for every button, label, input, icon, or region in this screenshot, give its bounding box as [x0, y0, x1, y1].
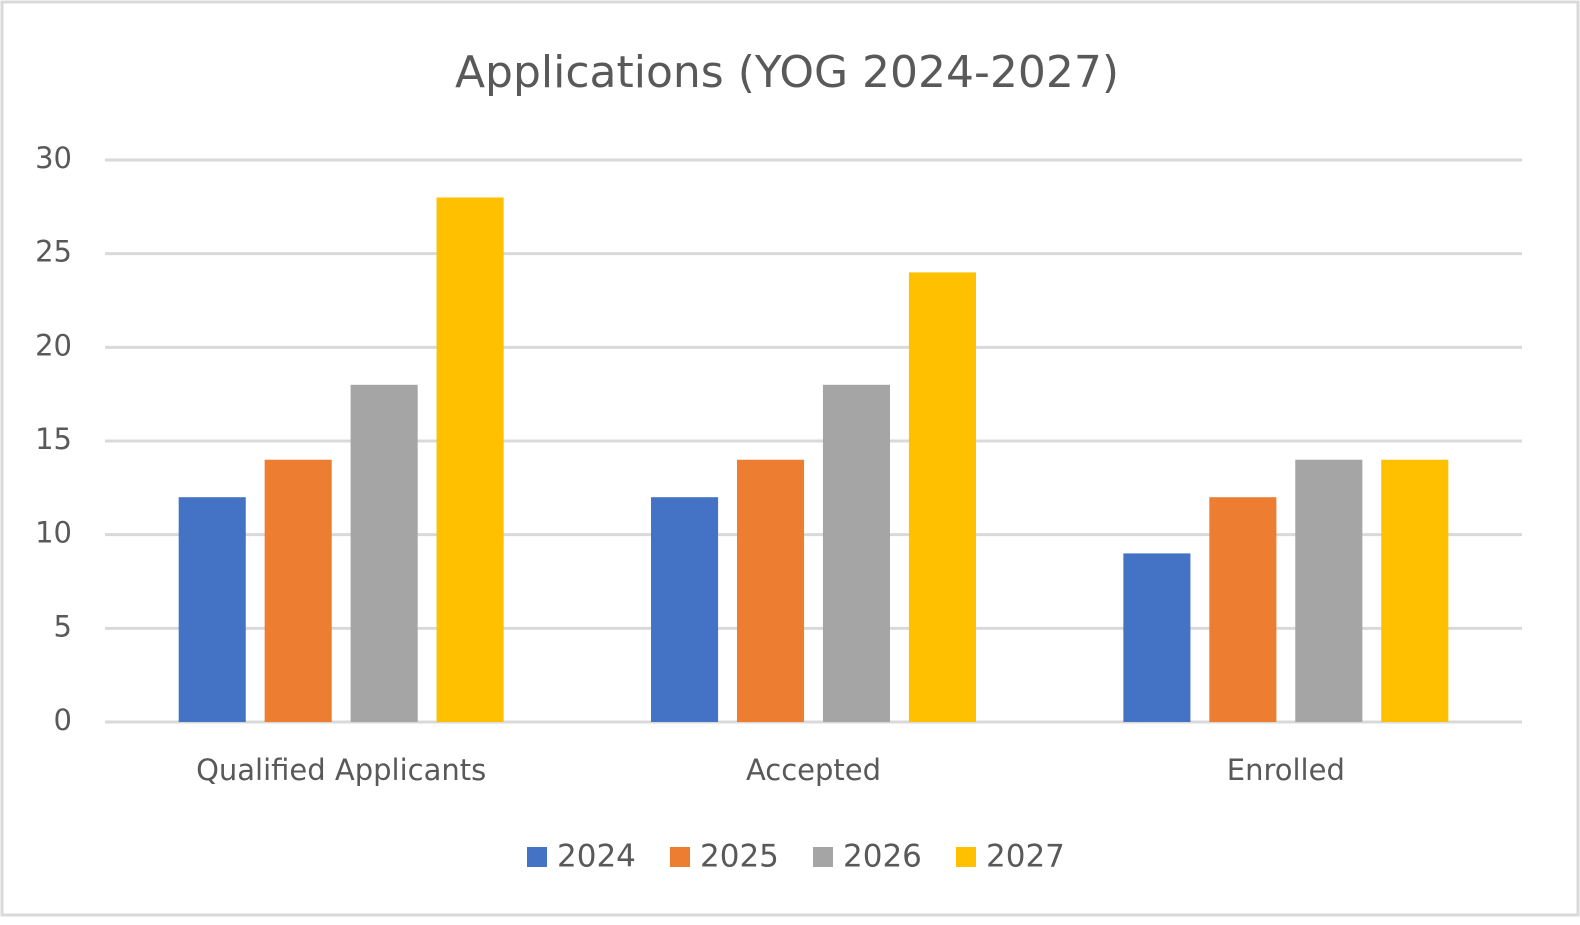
y-tick-label: 10	[35, 516, 72, 550]
bar	[736, 459, 805, 722]
legend-label: 2025	[700, 839, 779, 875]
bar	[822, 384, 891, 722]
y-tick-label: 30	[35, 141, 72, 175]
y-tick-label: 25	[35, 235, 72, 269]
legend-swatch	[956, 847, 976, 867]
bar	[651, 497, 719, 722]
bar	[436, 197, 504, 722]
chart-title: Applications (YOG 2024-2027)	[455, 47, 1119, 98]
bar	[1209, 497, 1277, 722]
y-tick-label: 15	[35, 422, 72, 456]
legend-swatch	[813, 847, 833, 867]
legend-label: 2027	[986, 839, 1065, 875]
bar	[908, 272, 976, 722]
bar	[350, 384, 418, 722]
bar	[264, 459, 332, 722]
legend-swatch	[670, 847, 690, 867]
legend-label: 2024	[557, 839, 636, 875]
bar	[1381, 459, 1449, 722]
bar	[1295, 459, 1363, 722]
legend-label: 2026	[843, 839, 922, 875]
x-tick-label: Accepted	[746, 753, 881, 787]
y-tick-label: 5	[54, 609, 72, 643]
bar	[1123, 553, 1191, 722]
x-tick-label: Qualified Applicants	[196, 753, 486, 787]
y-tick-label: 20	[35, 328, 72, 362]
legend-swatch	[527, 847, 547, 867]
y-tick-label: 0	[54, 703, 72, 737]
bar	[178, 497, 246, 722]
x-tick-label: Enrolled	[1227, 753, 1345, 787]
